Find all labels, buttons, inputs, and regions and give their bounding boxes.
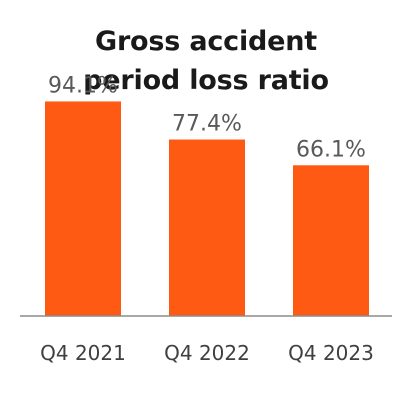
bar-q4-2022	[169, 139, 245, 316]
chart-title: Gross accident period loss ratio	[0, 22, 412, 100]
x-tick-label: Q4 2021	[40, 341, 126, 365]
chart-title-line-2: period loss ratio	[83, 65, 329, 96]
data-label: 94.1%	[48, 73, 118, 98]
x-tick-label: Q4 2022	[164, 341, 250, 365]
chart-title-line-1: Gross accident	[94, 26, 318, 57]
x-tick-label: Q4 2023	[288, 341, 374, 365]
bar-q4-2023	[293, 165, 369, 316]
data-label: 77.4%	[172, 112, 242, 137]
bar-q4-2021	[45, 101, 121, 317]
data-label: 66.1%	[296, 137, 366, 162]
